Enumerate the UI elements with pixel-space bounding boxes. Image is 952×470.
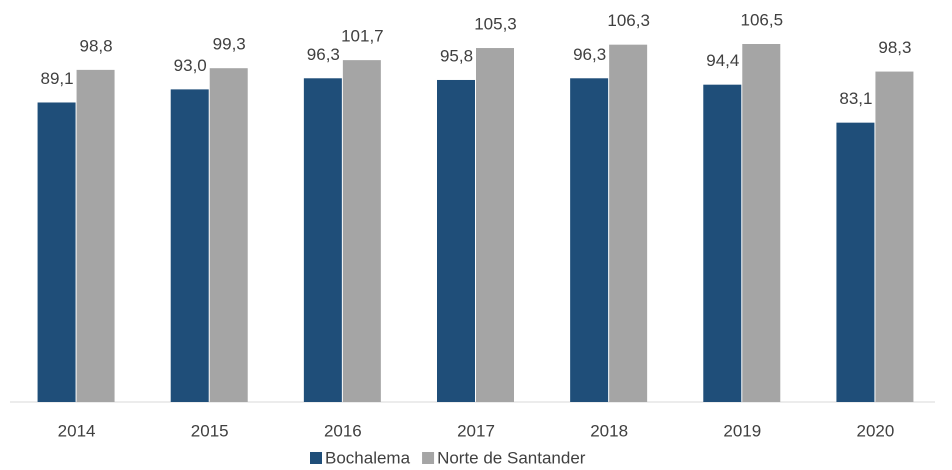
bar bbox=[476, 48, 514, 402]
bar bbox=[609, 44, 648, 402]
data-label: 101,7 bbox=[341, 27, 384, 46]
x-tick-label: 2014 bbox=[58, 421, 96, 440]
bar bbox=[170, 89, 209, 402]
data-label: 93,0 bbox=[174, 56, 207, 75]
bar bbox=[570, 78, 609, 402]
legend-swatch bbox=[310, 452, 322, 464]
data-label: 83,1 bbox=[839, 89, 872, 108]
legend-label: Bochalema bbox=[325, 448, 411, 467]
bar bbox=[76, 69, 115, 402]
bar bbox=[742, 44, 781, 402]
bar bbox=[875, 71, 914, 402]
data-label: 96,3 bbox=[307, 45, 340, 64]
data-label: 106,3 bbox=[607, 11, 650, 30]
data-label: 96,3 bbox=[573, 45, 606, 64]
bar bbox=[209, 68, 248, 402]
bar bbox=[303, 78, 342, 402]
x-tick-label: 2017 bbox=[457, 421, 495, 440]
bar bbox=[37, 102, 76, 402]
bar bbox=[437, 79, 475, 402]
data-label: 106,5 bbox=[741, 10, 784, 29]
x-tick-label: 2018 bbox=[590, 421, 628, 440]
x-tick-label: 2016 bbox=[324, 421, 362, 440]
x-tick-label: 2020 bbox=[857, 421, 895, 440]
data-label: 105,3 bbox=[474, 15, 517, 34]
x-tick-label: 2019 bbox=[723, 421, 761, 440]
x-tick-label: 2015 bbox=[191, 421, 229, 440]
data-label: 94,4 bbox=[706, 51, 739, 70]
data-label: 98,3 bbox=[878, 38, 911, 57]
data-label: 95,8 bbox=[440, 46, 473, 65]
data-label: 98,8 bbox=[80, 36, 113, 55]
data-label: 99,3 bbox=[213, 35, 246, 54]
legend-label: Norte de Santander bbox=[437, 448, 586, 467]
bar bbox=[836, 122, 875, 403]
data-label: 89,1 bbox=[41, 69, 74, 88]
legend-swatch bbox=[422, 452, 435, 464]
bar bbox=[703, 84, 742, 402]
bar bbox=[342, 60, 381, 402]
